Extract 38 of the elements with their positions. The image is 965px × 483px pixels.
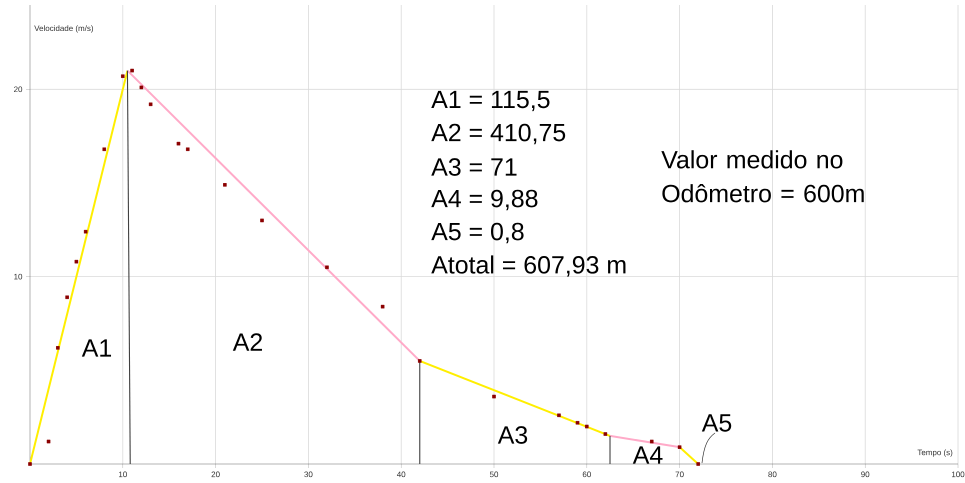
annotation: A3: [498, 426, 528, 444]
point: [604, 432, 608, 436]
point: [557, 413, 561, 418]
annotation: A1: [82, 339, 112, 357]
annotation: Valor medido no Odômetro = 600m: [661, 150, 864, 202]
annotation: A3 = 71: [431, 158, 517, 176]
point: [696, 462, 700, 466]
point: [223, 183, 227, 187]
point: [84, 230, 88, 234]
annotation: A5 = 0,8: [431, 222, 524, 244]
point: [148, 102, 152, 106]
point: [325, 265, 329, 270]
annotation: A4: [632, 446, 663, 464]
point: [260, 218, 264, 222]
point: [121, 74, 125, 78]
point: [585, 424, 589, 428]
point: [46, 440, 50, 444]
point: [176, 142, 180, 146]
annotation: A4 = 9,88: [431, 190, 538, 210]
point: [418, 359, 422, 363]
point: [492, 394, 496, 398]
point: [576, 420, 580, 425]
point: [650, 440, 654, 444]
annotation: A2: [232, 333, 262, 351]
annotation: Atotal = 607,93 m: [431, 255, 626, 277]
point: [678, 445, 682, 449]
point: [130, 68, 134, 72]
point: [380, 304, 384, 308]
annotation: A2 = 410,75: [431, 124, 566, 144]
point: [65, 295, 69, 300]
point: [102, 147, 106, 152]
annotation: A1 = 115,5: [431, 90, 550, 112]
point: [56, 346, 60, 350]
annotation: A5: [702, 414, 732, 432]
point: [28, 462, 32, 466]
point: [140, 86, 144, 90]
point: [186, 147, 190, 152]
point: [74, 260, 78, 264]
